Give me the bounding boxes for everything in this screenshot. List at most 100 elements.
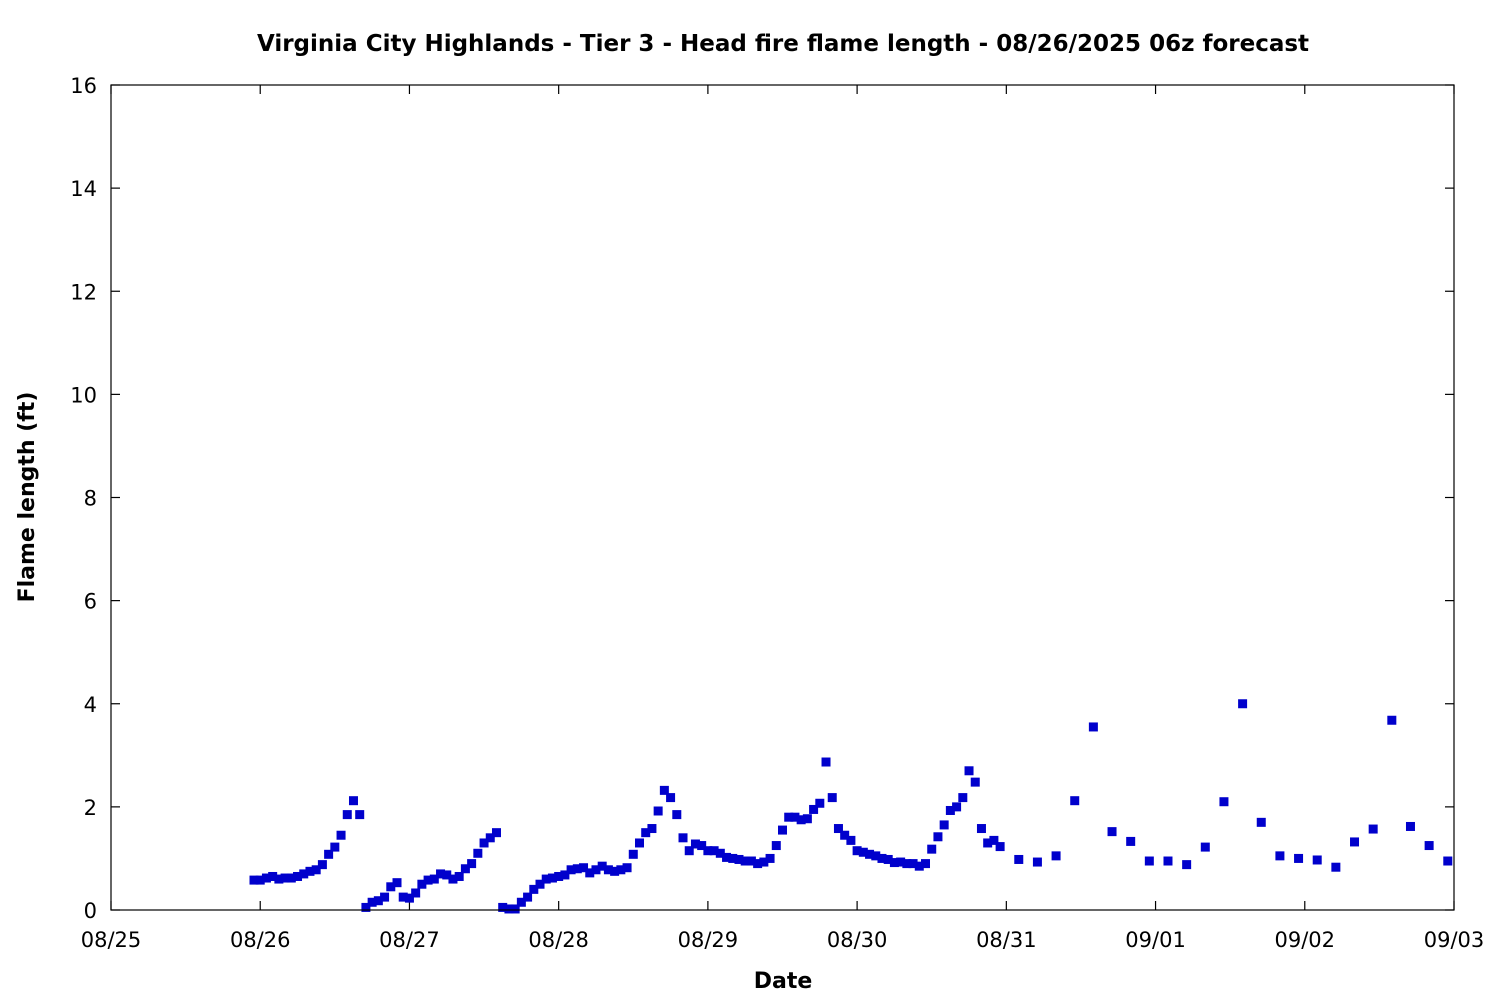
x-tick-label: 08/28	[528, 928, 589, 952]
data-point	[921, 859, 931, 869]
data-point	[547, 873, 557, 883]
plot-border	[110, 84, 1455, 911]
data-point	[815, 798, 825, 808]
data-point	[840, 830, 850, 840]
data-point	[1256, 817, 1266, 827]
y-tick-label: 12	[70, 280, 97, 304]
data-point	[585, 868, 595, 878]
data-point	[398, 892, 408, 902]
chart-title: Virginia City Highlands - Tier 3 - Head …	[257, 31, 1309, 57]
data-point	[330, 842, 340, 852]
data-point	[883, 854, 893, 864]
data-point	[1200, 842, 1210, 852]
data-point	[255, 875, 265, 885]
data-point	[616, 865, 626, 875]
data-point	[1144, 856, 1154, 866]
y-tick-label: 16	[70, 74, 97, 98]
data-point	[293, 871, 303, 881]
data-point	[249, 875, 259, 885]
data-point	[927, 844, 937, 854]
data-point	[261, 873, 271, 883]
data-point	[529, 884, 539, 894]
data-point	[896, 857, 906, 867]
data-point	[510, 904, 520, 914]
data-point	[579, 863, 589, 873]
data-point	[1294, 853, 1304, 863]
data-point	[504, 904, 514, 914]
x-tick-label: 09/02	[1275, 928, 1336, 952]
data-point	[678, 833, 688, 843]
data-point	[715, 848, 725, 858]
data-point	[1331, 862, 1341, 872]
data-point	[1350, 837, 1360, 847]
x-tick-label: 08/29	[678, 928, 739, 952]
data-point	[367, 897, 377, 907]
data-point	[846, 835, 856, 845]
data-point	[740, 856, 750, 866]
data-point	[355, 810, 365, 820]
data-point	[311, 865, 321, 875]
data-point	[454, 871, 464, 881]
data-point	[411, 888, 421, 898]
data-point	[541, 874, 551, 884]
x-tick-label: 09/03	[1424, 928, 1485, 952]
data-point	[554, 871, 564, 881]
x-tick-label: 08/27	[379, 928, 440, 952]
data-point	[746, 856, 756, 866]
data-point	[952, 802, 962, 812]
data-point	[560, 870, 570, 880]
data-point	[858, 847, 868, 857]
data-point	[460, 864, 470, 874]
data-point	[286, 873, 296, 883]
data-point	[634, 838, 644, 848]
data-point	[641, 828, 651, 838]
data-point	[964, 766, 974, 776]
data-point	[342, 810, 352, 820]
data-point	[1443, 856, 1453, 866]
data-point	[809, 804, 819, 814]
y-tick-label: 14	[70, 177, 97, 201]
data-point	[1368, 824, 1378, 834]
data-point	[1163, 856, 1173, 866]
data-point	[1238, 699, 1248, 709]
data-point	[1051, 851, 1061, 861]
data-point	[566, 865, 576, 875]
data-point	[535, 879, 545, 889]
data-point	[684, 846, 694, 856]
data-point	[280, 873, 290, 883]
data-point	[659, 785, 669, 795]
data-point	[827, 793, 837, 803]
data-point	[778, 825, 787, 835]
data-point	[722, 852, 732, 862]
data-point	[1387, 715, 1397, 725]
data-point	[914, 861, 924, 871]
data-point	[299, 869, 309, 879]
data-point	[970, 777, 980, 787]
data-point	[572, 864, 582, 874]
data-point	[361, 902, 371, 912]
data-point	[448, 874, 458, 884]
data-point	[672, 810, 682, 820]
data-point	[1088, 722, 1098, 732]
y-tick-label: 10	[70, 383, 97, 407]
data-point	[498, 902, 508, 912]
data-point	[324, 849, 334, 859]
data-point	[790, 812, 800, 822]
data-point	[1126, 836, 1136, 846]
data-point	[610, 866, 620, 876]
x-tick-label: 08/30	[827, 928, 888, 952]
data-point	[709, 846, 719, 856]
data-point	[995, 842, 1005, 852]
data-point	[1014, 854, 1024, 864]
data-point	[958, 793, 968, 803]
y-tick-label: 8	[84, 487, 97, 511]
data-point	[317, 860, 327, 870]
data-point	[628, 849, 638, 859]
y-tick-label: 2	[84, 796, 97, 820]
data-point	[1070, 796, 1080, 806]
data-point	[386, 882, 396, 892]
data-point	[865, 849, 875, 859]
data-point	[653, 806, 663, 816]
data-point	[871, 851, 881, 861]
